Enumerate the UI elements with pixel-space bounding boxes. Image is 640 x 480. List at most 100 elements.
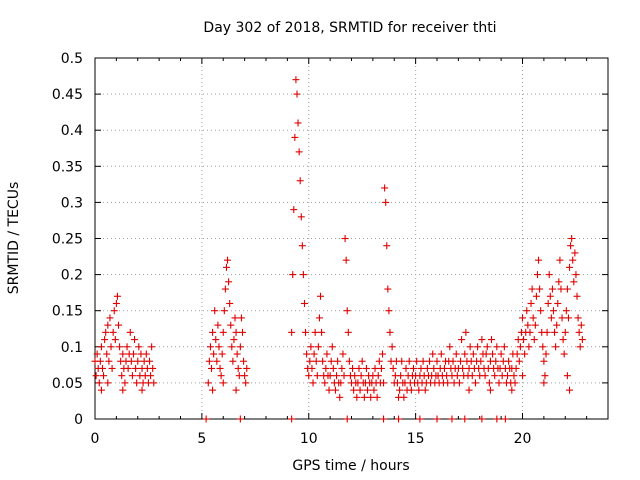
data-point-marker (429, 350, 437, 358)
data-point-marker (360, 393, 368, 401)
data-point-marker (396, 386, 404, 394)
data-point-marker (508, 386, 516, 394)
data-point-marker (92, 372, 100, 380)
data-point-marker (128, 372, 136, 380)
data-point-marker (561, 328, 569, 336)
data-point-marker (413, 357, 421, 365)
data-point-marker (242, 379, 250, 387)
data-point-marker (351, 372, 359, 380)
data-point-marker (481, 372, 489, 380)
y-tick-label: 0.15 (52, 304, 83, 320)
data-point-marker (215, 343, 223, 351)
data-point-marker (378, 350, 386, 358)
data-point-marker (119, 386, 127, 394)
x-tick-label: 5 (197, 431, 206, 447)
data-point-marker (525, 343, 533, 351)
data-point-marker (374, 372, 382, 380)
data-point-marker (236, 343, 244, 351)
data-point-marker (488, 336, 496, 344)
data-point-marker (574, 314, 582, 322)
data-point-marker (333, 372, 341, 380)
data-point-marker (529, 314, 537, 322)
y-tick-labels: 0 0.05 0.1 0.15 0.2 0.25 0.3 0.35 0.4 0.45 0.5 (52, 51, 83, 428)
data-point-marker (148, 343, 156, 351)
data-point-marker (205, 357, 213, 365)
data-point-marker (109, 328, 117, 336)
data-point-marker (225, 278, 233, 286)
y-tick-label: 0.2 (61, 268, 83, 284)
data-point-marker (294, 119, 302, 127)
data-point-marker (397, 372, 405, 380)
data-point-marker (111, 336, 119, 344)
data-point-marker (298, 242, 306, 250)
data-point-marker (491, 372, 499, 380)
data-point-marker (202, 415, 210, 423)
data-point-marker (388, 343, 396, 351)
data-point-marker (100, 372, 108, 380)
data-point-marker (433, 357, 441, 365)
data-point-marker (510, 372, 518, 380)
data-point-marker (104, 321, 112, 329)
data-point-marker (222, 263, 230, 271)
data-point-marker (549, 307, 557, 315)
data-point-marker (367, 393, 375, 401)
data-point-marker (207, 364, 215, 372)
y-tick-label: 0.4 (61, 123, 83, 139)
data-point-marker (531, 321, 539, 329)
data-point-marker (446, 343, 454, 351)
data-point-marker (513, 350, 521, 358)
data-point-marker (370, 386, 378, 394)
data-point-marker (474, 343, 482, 351)
data-point-marker (219, 328, 227, 336)
data-point-marker (577, 321, 585, 329)
data-point-marker (478, 415, 486, 423)
data-point-marker (563, 372, 571, 380)
data-point-marker (407, 386, 415, 394)
data-point-marker (383, 242, 391, 250)
data-point-marker (98, 364, 106, 372)
data-point-marker (340, 372, 348, 380)
data-point-marker (452, 350, 460, 358)
data-point-marker (555, 278, 563, 286)
data-point-marker (356, 386, 364, 394)
data-point-marker (237, 314, 245, 322)
data-point-marker (325, 386, 333, 394)
data-point-marker (307, 343, 315, 351)
data-point-marker (566, 386, 574, 394)
data-point-marker (110, 307, 118, 315)
data-point-marker (227, 321, 235, 329)
data-point-marker (209, 386, 217, 394)
data-point-marker (547, 314, 555, 322)
x-axis-label: GPS time / hours (292, 458, 409, 474)
data-point-marker (219, 379, 227, 387)
data-point-marker (433, 415, 441, 423)
data-point-marker (459, 364, 467, 372)
data-point-marker (238, 328, 246, 336)
data-point-marker (501, 415, 509, 423)
data-point-marker (536, 285, 544, 293)
data-point-marker (548, 285, 556, 293)
data-point-marker (123, 343, 131, 351)
data-point-marker (315, 314, 323, 322)
data-point-marker (96, 357, 104, 365)
data-point-marker (300, 299, 308, 307)
data-point-marker (554, 299, 562, 307)
data-point-marker (478, 336, 486, 344)
data-point-marker (306, 357, 314, 365)
data-point-marker (524, 321, 532, 329)
data-point-marker (500, 343, 508, 351)
data-point-marker (133, 379, 141, 387)
data-point-marker (138, 386, 146, 394)
data-point-marker (326, 372, 334, 380)
data-point-marker (241, 372, 249, 380)
data-point-marker (562, 307, 570, 315)
data-point-marker (353, 393, 361, 401)
data-point-marker (107, 343, 115, 351)
data-point-marker (101, 336, 109, 344)
data-point-marker (296, 177, 304, 185)
data-point-marker (523, 307, 531, 315)
data-point-marker (228, 343, 236, 351)
data-point-marker (430, 364, 438, 372)
data-point-marker (482, 350, 490, 358)
